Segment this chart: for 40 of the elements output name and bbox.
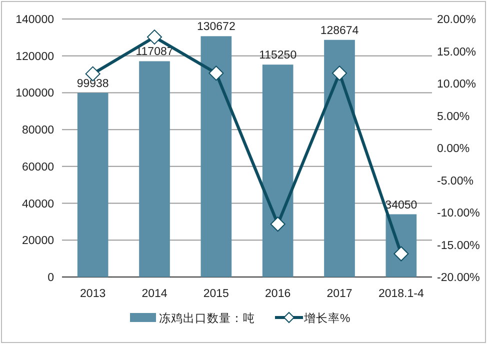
y-tick-label: 100000 xyxy=(16,88,54,100)
legend-label: 增长率% xyxy=(303,311,350,325)
y2-tick-label: -15.00% xyxy=(437,240,480,252)
bar xyxy=(77,92,108,277)
bar xyxy=(200,36,232,277)
y2-tick-label: 0.00% xyxy=(437,143,470,155)
data-label: 130672 xyxy=(196,21,236,34)
x-tick-label: 2017 xyxy=(326,288,352,300)
y-tick-label: 80000 xyxy=(22,124,54,137)
x-tick-label: 2014 xyxy=(142,288,168,300)
bar xyxy=(324,40,355,277)
x-tick-label: 2015 xyxy=(203,288,229,300)
y-tick-label: 120000 xyxy=(16,50,54,63)
data-label: 128674 xyxy=(320,24,360,37)
point xyxy=(394,246,409,262)
y2-tick-label: 15.00% xyxy=(437,46,476,58)
y2-tick-label: -10.00% xyxy=(437,208,480,220)
y-tick-label: 20000 xyxy=(22,235,54,248)
bar xyxy=(262,64,294,277)
bar xyxy=(139,61,170,277)
y-tick-label: 140000 xyxy=(16,14,54,26)
y-tick-label: 60000 xyxy=(22,161,54,174)
legend-label: 冻鸡出口数量：吨 xyxy=(159,311,255,325)
x-tick-label: 2013 xyxy=(80,288,106,300)
y-tick-label: 40000 xyxy=(22,198,54,210)
data-label: 34050 xyxy=(385,199,418,212)
data-label: 99938 xyxy=(76,78,109,90)
y2-tick-label: 20.00% xyxy=(437,14,476,26)
point xyxy=(270,216,286,232)
y2-tick-label: 10.00% xyxy=(437,78,476,90)
point xyxy=(332,66,347,81)
x-tick-label: 2016 xyxy=(265,288,291,300)
y2-tick-label: 5.00% xyxy=(437,110,470,123)
data-label: 115250 xyxy=(259,50,297,62)
x-tick-label: 2018.1-4 xyxy=(378,288,424,300)
y2-tick-label: -5.00% xyxy=(437,175,474,188)
point xyxy=(208,66,224,81)
y-tick-label: 0 xyxy=(48,272,54,284)
y2-tick-label: -20.00% xyxy=(437,272,480,284)
point xyxy=(147,30,162,45)
